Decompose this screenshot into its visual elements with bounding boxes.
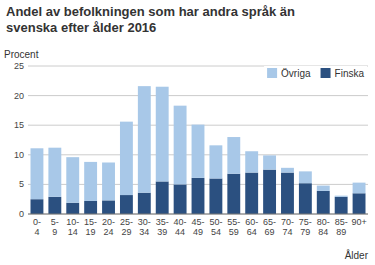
bar-segment <box>102 200 115 214</box>
bar-segment <box>31 199 44 214</box>
bar-segment <box>174 184 187 214</box>
legend-item: Finska <box>321 68 365 79</box>
y-tick-label: 15 <box>14 120 24 130</box>
bar-segment <box>192 125 205 178</box>
subtitle: svenska efter ålder 2016 <box>6 20 156 35</box>
x-tick-label: 55-59 <box>227 217 240 237</box>
bar-segment <box>84 162 97 201</box>
x-tick-label: 75-79 <box>299 217 312 237</box>
title: Andel av befolkningen som har andra språ… <box>6 4 295 19</box>
bar-segment <box>245 173 258 214</box>
bars <box>31 86 366 214</box>
bar-segment <box>353 193 366 214</box>
x-tick-label: 30-34 <box>138 217 151 237</box>
bar-segment <box>120 122 133 195</box>
bar-segment <box>192 178 205 214</box>
legend-background <box>264 66 367 80</box>
bar-segment <box>227 174 240 214</box>
bar-segment <box>138 193 151 214</box>
x-tick-label: 45-49 <box>191 217 204 237</box>
y-tick-label: 10 <box>14 150 24 160</box>
grid-line <box>28 95 368 96</box>
bar-segment <box>299 183 312 214</box>
y-tick-label: 20 <box>14 91 24 101</box>
bar-segment <box>48 148 61 197</box>
legend-swatch <box>267 68 277 78</box>
bar-segment <box>66 157 79 203</box>
bar-segment <box>174 106 187 185</box>
bar-segment <box>48 197 61 214</box>
bar-segment <box>102 162 115 200</box>
x-tick-label: 65-69 <box>263 217 276 237</box>
bar-segment <box>353 183 366 194</box>
x-axis-line <box>28 214 368 215</box>
bar-segment <box>317 186 330 191</box>
bar-segment <box>263 170 276 214</box>
bar-segment <box>138 86 151 193</box>
bar-segment <box>317 191 330 214</box>
legend-item: Övriga <box>267 68 311 79</box>
x-tick-label: 25-29 <box>120 217 133 237</box>
bar-segment <box>31 148 44 199</box>
grid <box>28 66 368 214</box>
bar-segment <box>245 151 258 172</box>
bar-segment <box>281 173 294 214</box>
bar-segment <box>335 196 348 197</box>
x-tick-label: 10-14 <box>66 217 79 237</box>
chart: Andel av befolkningen som har andra språ… <box>0 0 375 265</box>
bar-segment <box>209 178 222 214</box>
legend-label: Finska <box>335 68 365 79</box>
x-tick-label: 50-54 <box>209 217 222 237</box>
y-axis-label: Procent <box>4 49 39 60</box>
bar-segment <box>335 197 348 214</box>
bar-segment <box>156 181 169 214</box>
bar-segment <box>209 145 222 178</box>
x-tick-label: 20-24 <box>102 217 115 237</box>
x-tick-label: 40-44 <box>174 217 187 237</box>
x-tick-label: 60-64 <box>245 217 258 237</box>
legend-swatch <box>321 68 331 78</box>
y-tick-label: 25 <box>14 61 24 71</box>
bar-segment <box>263 155 276 169</box>
legend-label: Övriga <box>281 68 311 79</box>
grid-line <box>28 214 368 215</box>
bar-segment <box>84 201 97 214</box>
x-tick-label: 90+ <box>351 217 366 227</box>
bar-segment <box>120 195 133 214</box>
x-tick-label: 85-89 <box>335 217 348 237</box>
x-axis-label: Ålder <box>345 249 369 261</box>
y-tick-label: 5 <box>19 179 24 189</box>
x-tick-label: 15-19 <box>84 217 97 237</box>
x-tick-label: 80-84 <box>317 217 330 237</box>
legend: Övriga Finska <box>264 66 367 80</box>
x-tick-label: 70-74 <box>281 217 294 237</box>
x-tick-label: 35-39 <box>156 217 169 237</box>
bar-segment <box>281 168 294 173</box>
bar-segment <box>299 171 312 183</box>
y-tick-label: 0 <box>19 209 24 219</box>
bar-segment <box>227 137 240 174</box>
x-tick-label: 5-9 <box>51 217 59 237</box>
bar-segment <box>156 87 169 182</box>
bar-segment <box>66 203 79 214</box>
x-tick-label: 0-4 <box>33 217 41 237</box>
